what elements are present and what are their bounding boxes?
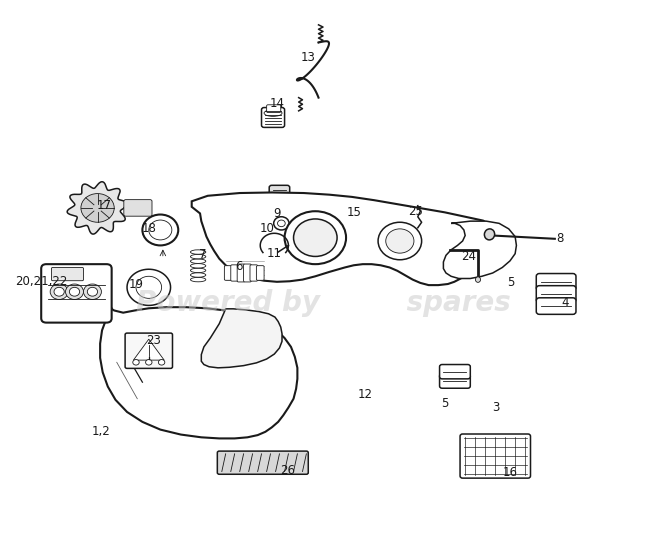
FancyBboxPatch shape	[439, 364, 470, 379]
Text: 5: 5	[441, 397, 448, 409]
FancyBboxPatch shape	[536, 286, 576, 302]
Ellipse shape	[191, 259, 206, 263]
Text: 3: 3	[492, 401, 499, 414]
Ellipse shape	[191, 255, 206, 259]
Text: 8: 8	[556, 232, 564, 245]
Circle shape	[81, 194, 114, 222]
FancyBboxPatch shape	[244, 264, 251, 282]
Text: 11: 11	[267, 247, 282, 260]
Circle shape	[133, 360, 139, 365]
Ellipse shape	[475, 277, 481, 282]
Text: 17: 17	[96, 199, 112, 212]
Circle shape	[87, 287, 98, 296]
Ellipse shape	[191, 263, 206, 268]
Ellipse shape	[484, 229, 495, 240]
Text: 9: 9	[273, 207, 280, 220]
FancyBboxPatch shape	[536, 298, 576, 314]
Circle shape	[142, 214, 178, 246]
Text: 10: 10	[260, 222, 275, 236]
FancyBboxPatch shape	[224, 266, 232, 280]
Text: 25: 25	[408, 205, 423, 218]
Text: 4: 4	[561, 296, 569, 309]
Text: 23: 23	[147, 334, 162, 347]
Circle shape	[54, 287, 64, 296]
FancyBboxPatch shape	[460, 434, 530, 478]
FancyBboxPatch shape	[250, 265, 258, 281]
Polygon shape	[67, 182, 128, 234]
Ellipse shape	[264, 110, 282, 116]
FancyBboxPatch shape	[262, 108, 285, 128]
Circle shape	[378, 222, 422, 260]
Polygon shape	[443, 221, 516, 278]
Circle shape	[293, 219, 337, 256]
FancyBboxPatch shape	[52, 267, 83, 281]
Circle shape	[69, 287, 79, 296]
Text: 5: 5	[508, 276, 515, 290]
Text: 16: 16	[503, 466, 518, 479]
Text: Powered by         spares: Powered by spares	[136, 289, 510, 317]
Circle shape	[158, 360, 165, 365]
Circle shape	[274, 217, 289, 230]
Text: 13: 13	[300, 51, 315, 65]
Circle shape	[149, 220, 172, 240]
FancyBboxPatch shape	[231, 265, 238, 281]
Text: 6: 6	[234, 260, 242, 273]
Circle shape	[145, 360, 152, 365]
Polygon shape	[134, 339, 164, 360]
Ellipse shape	[191, 268, 206, 272]
FancyBboxPatch shape	[256, 266, 264, 280]
Polygon shape	[202, 309, 282, 368]
Polygon shape	[100, 307, 297, 438]
Text: 26: 26	[280, 464, 295, 477]
FancyBboxPatch shape	[217, 451, 308, 474]
Circle shape	[50, 284, 68, 300]
Text: 1,2: 1,2	[91, 426, 110, 438]
Ellipse shape	[191, 277, 206, 282]
Circle shape	[278, 220, 286, 227]
FancyBboxPatch shape	[267, 105, 281, 113]
Polygon shape	[127, 269, 171, 305]
Text: 20,21,22: 20,21,22	[15, 275, 67, 289]
Polygon shape	[192, 193, 490, 285]
Circle shape	[285, 211, 346, 264]
Ellipse shape	[191, 273, 206, 277]
FancyBboxPatch shape	[269, 185, 289, 211]
FancyBboxPatch shape	[124, 199, 152, 216]
FancyBboxPatch shape	[41, 264, 112, 323]
Text: 19: 19	[129, 277, 143, 291]
Text: 7: 7	[199, 248, 206, 261]
Circle shape	[65, 284, 83, 300]
FancyBboxPatch shape	[439, 374, 470, 388]
Circle shape	[83, 284, 101, 300]
Circle shape	[386, 229, 414, 253]
Text: 24: 24	[461, 250, 477, 263]
Text: 18: 18	[141, 222, 156, 236]
Text: 15: 15	[346, 206, 361, 219]
Text: 14: 14	[269, 97, 284, 110]
Circle shape	[136, 276, 162, 299]
FancyBboxPatch shape	[536, 273, 576, 290]
FancyBboxPatch shape	[125, 333, 172, 368]
Ellipse shape	[191, 250, 206, 254]
FancyBboxPatch shape	[237, 264, 245, 282]
Text: 12: 12	[358, 388, 373, 401]
